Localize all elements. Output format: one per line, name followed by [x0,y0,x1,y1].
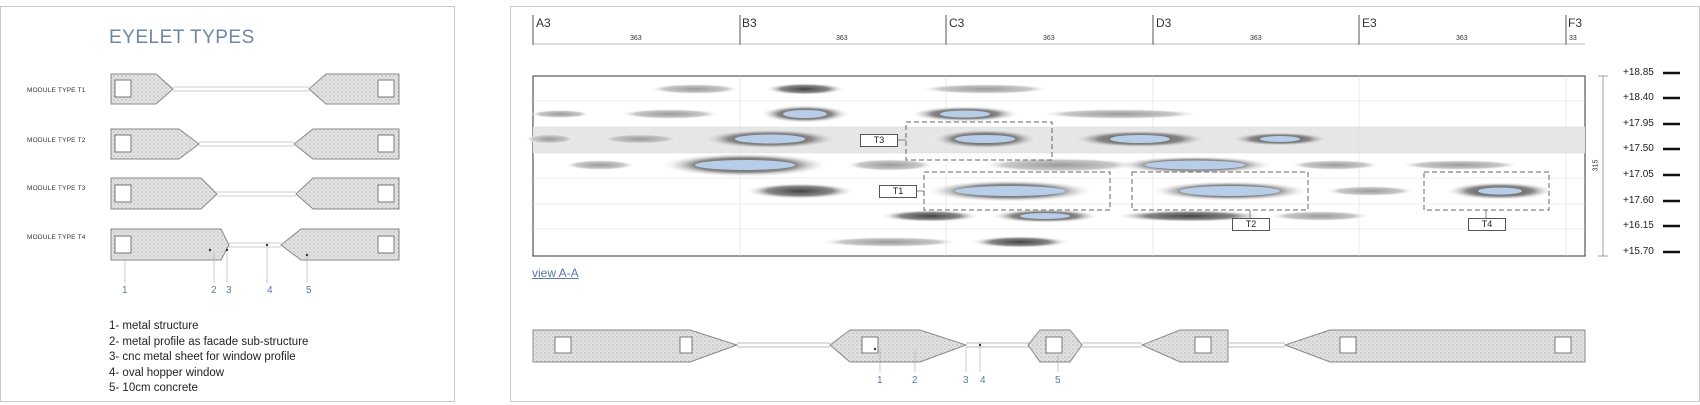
module-label-t4: MODULE TYPE T4 [27,234,86,241]
height-dimension: 315 [1592,159,1600,172]
legend-item-1: 1- metal structure [109,320,199,332]
tag-t1: T1 [879,185,917,198]
grid-label-c3: C3 [949,16,965,30]
legend-item-5: 5- 10cm concrete [109,382,198,394]
module-sections-drawing [110,73,400,283]
grid-label-f3: F3 [1568,16,1583,30]
dimension-b3-c3: 363 [836,35,848,42]
grid-label-a3: A3 [536,16,551,30]
section-callout-3: 3 [963,375,969,386]
legend-item-2: 2- metal profile as facade sub-structure [109,335,309,348]
callout-2: 2 [211,285,217,296]
module-t3-section [110,177,400,210]
callout-4: 4 [267,285,273,296]
dimension-a3-b3: 363 [630,35,642,42]
tag-t4: T4 [1468,218,1506,231]
dimension-c3-d3: 363 [1043,35,1055,42]
eyelet-types-panel: EYELET TYPES MODULE TYPE T1 MODULE TYPE … [0,6,455,402]
section-a-a [532,329,1586,363]
module-t4-section [110,228,400,261]
section-callout-1: 1 [877,375,883,386]
legend: 1- metal structure 2- metal profile as f… [109,319,308,397]
tag-t2: T2 [1232,218,1270,231]
legend-item-3: 3- cnc metal sheet for window profile [109,351,296,363]
dimension-f3-end: 33 [1569,35,1577,42]
callout-3: 3 [226,285,232,296]
callout-leaders [124,247,308,283]
dimension-e3-f3: 363 [1456,35,1468,42]
panel-title: EYELET TYPES [109,27,255,48]
section-callout-4: 4 [980,375,986,386]
section-callout-5: 5 [1055,375,1061,386]
module-label-t3: MODULE TYPE T3 [27,185,86,192]
elevation-7: +16.15 [1623,220,1654,231]
module-label-t2: MODULE TYPE T2 [27,137,86,144]
grid-label-e3: E3 [1362,16,1377,30]
callout-5: 5 [306,285,312,296]
view-a-a-link[interactable]: view A-A [532,266,579,280]
module-label-t1: MODULE TYPE T1 [27,87,86,94]
grid-label-d3: D3 [1156,16,1172,30]
module-t2-section [110,128,400,160]
dimension-d3-e3: 363 [1250,35,1262,42]
module-t1-section [110,73,400,105]
elevation-8: +15.70 [1623,246,1654,257]
tag-t3: T3 [860,134,898,147]
eyelet-windows [525,83,1555,248]
grid-label-b3: B3 [742,16,757,30]
elevation-6: +17.60 [1623,195,1654,206]
callout-1: 1 [122,285,128,296]
elevation-5: +17.05 [1623,169,1654,180]
elevation-4: +17.50 [1623,143,1654,154]
elevation-3: +17.95 [1623,118,1654,129]
section-callout-2: 2 [912,375,918,386]
legend-item-4: 4- oval hopper window [109,366,225,379]
elevation-1: +18.85 [1623,67,1654,78]
elevation-2: +18.40 [1623,92,1654,103]
